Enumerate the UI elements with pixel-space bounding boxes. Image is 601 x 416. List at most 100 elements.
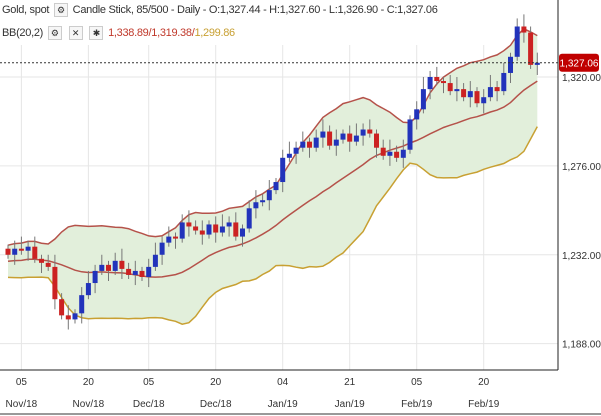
candle-body — [374, 133, 379, 148]
settings-icon[interactable]: ⚙ — [53, 3, 68, 17]
candle-body — [39, 258, 44, 263]
candle-body — [25, 246, 31, 251]
bb-mid-value: 1,319.38 — [151, 26, 192, 39]
chart-header: Gold, spot ⚙ Candle Stick, 85/500 - Dail… — [2, 3, 438, 17]
date-tick-month: Feb/19 — [468, 399, 500, 410]
candle-body — [427, 77, 433, 90]
candle-body — [340, 133, 346, 140]
date-tick-day: 05 — [143, 377, 155, 388]
chart-info: Candle Stick, 85/500 - Daily - O:1,327.4… — [72, 3, 438, 16]
candle-body — [441, 81, 446, 84]
price-tick-label: 1,320.00 — [562, 73, 601, 84]
date-tick-month: Dec/18 — [133, 399, 165, 410]
candle-body — [240, 228, 245, 237]
indicator-label: BB(20,2) — [2, 26, 44, 39]
date-tick-day: 05 — [411, 377, 423, 388]
candle-body — [266, 190, 272, 201]
candle-body — [199, 230, 205, 235]
candle-body — [434, 77, 440, 82]
last-price-badge — [559, 53, 599, 72]
candle-body — [65, 315, 71, 320]
candle-body — [99, 264, 105, 271]
candle-body — [400, 149, 406, 158]
candle-body — [487, 87, 493, 98]
candle-body — [18, 248, 24, 251]
gear-icon[interactable]: ✱ — [89, 26, 104, 40]
candle-body — [394, 151, 400, 158]
bollinger-band-fill — [8, 28, 538, 325]
date-tick-month: Nov/18 — [73, 399, 105, 410]
candle-body — [407, 119, 413, 150]
candle-body — [193, 226, 199, 231]
candle-body — [414, 109, 420, 120]
candle-body — [139, 270, 145, 277]
candle-body — [333, 139, 339, 146]
candle-body — [521, 26, 527, 33]
candle-body — [481, 97, 487, 104]
indicator-settings-icon[interactable]: ⚙ — [47, 26, 62, 40]
candle-body — [447, 83, 453, 92]
candle-body — [286, 153, 292, 158]
bb-upper-value: 1,338.89 — [108, 26, 149, 39]
candle-body — [273, 182, 279, 191]
candle-body — [501, 72, 507, 92]
date-tick-month: Feb/19 — [401, 399, 433, 410]
candle-body — [307, 141, 312, 148]
candle-body — [327, 131, 333, 146]
candle-body — [85, 283, 91, 296]
candle-body — [159, 242, 165, 255]
candle-body — [45, 262, 51, 267]
candle-body — [173, 236, 178, 239]
candle-body — [528, 32, 534, 65]
candle-body — [119, 260, 125, 269]
candle-body — [186, 222, 192, 227]
candle-body — [52, 266, 58, 300]
candle-body — [353, 135, 359, 142]
candle-body — [206, 224, 212, 235]
candle-body — [146, 266, 152, 277]
candle-body — [461, 89, 467, 98]
date-tick-day: 20 — [478, 377, 490, 388]
candle-body — [300, 141, 306, 148]
candle-body — [12, 248, 18, 255]
price-tick-label: 1,276.00 — [562, 162, 601, 173]
close-icon[interactable]: ✕ — [68, 26, 83, 40]
candle-body — [313, 137, 319, 148]
candle-body — [246, 208, 252, 229]
separator: / — [148, 26, 152, 39]
date-tick-month: Dec/18 — [200, 399, 232, 410]
candle-body — [380, 147, 386, 156]
candle-body — [92, 270, 98, 284]
candle-body — [260, 200, 266, 203]
symbol-label: Gold, spot — [2, 3, 50, 16]
candle-body — [112, 260, 118, 271]
candle-body — [126, 268, 132, 275]
indicator-header: BB(20,2) ⚙ ✕ ✱ 1,338.89/1,319.38/1,299.8… — [2, 26, 235, 40]
bollinger-lower-line — [7, 126, 538, 325]
candle-body — [347, 133, 353, 142]
price-tick-label: 1,232.00 — [562, 251, 601, 262]
candle-body — [106, 264, 111, 271]
candle-body — [253, 202, 259, 209]
bollinger-upper-line — [7, 28, 538, 246]
candle-body — [32, 246, 38, 259]
date-tick-day: 04 — [277, 377, 289, 388]
date-tick-day: 20 — [210, 377, 222, 388]
date-tick-day: 05 — [16, 377, 28, 388]
candle-body — [534, 62, 540, 65]
date-tick-month: Nov/18 — [6, 399, 38, 410]
candle-body — [420, 89, 426, 110]
candle-body — [293, 147, 299, 154]
candle-body — [467, 91, 473, 98]
candle-body — [59, 299, 65, 316]
candle-body — [360, 129, 366, 136]
bb-lower-value: 1,299.86 — [194, 26, 235, 39]
candle-body — [454, 89, 460, 92]
date-tick-day: 21 — [344, 377, 356, 388]
candle-body — [79, 295, 85, 314]
candle-body — [179, 222, 185, 239]
candle-body — [213, 224, 219, 233]
date-tick-month: Jan/19 — [335, 399, 365, 410]
candle-body — [226, 222, 232, 227]
